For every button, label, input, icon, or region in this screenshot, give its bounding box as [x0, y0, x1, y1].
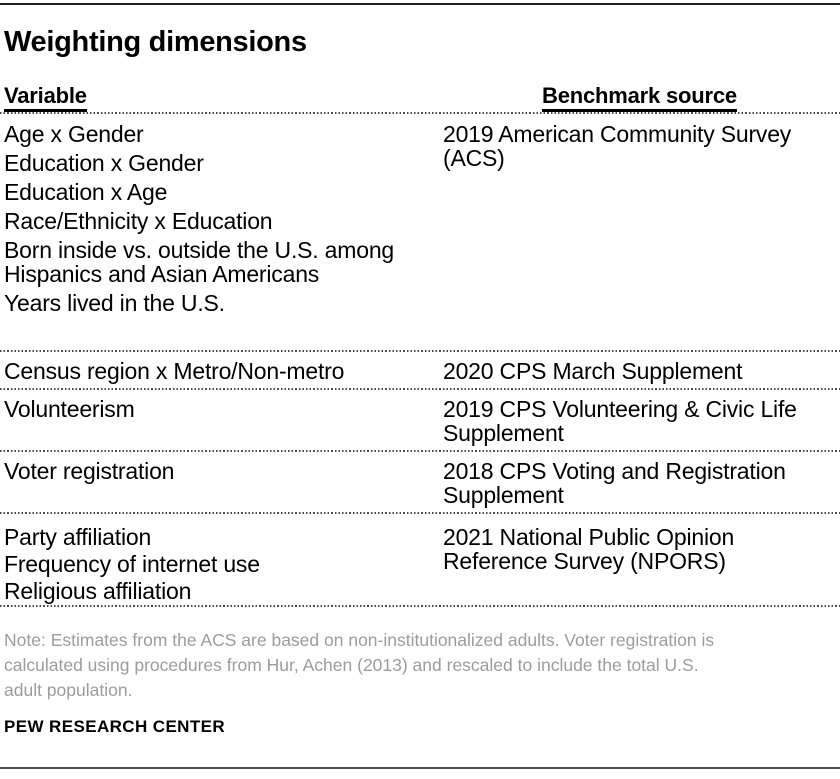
variable-item: Education x Gender [4, 150, 204, 176]
dotted-separator [0, 605, 840, 607]
table-row: Party affiliation Frequency of internet … [0, 514, 840, 605]
variable-item: Party affiliation [4, 524, 152, 550]
variable-cell: Voter registration [4, 459, 443, 507]
variable-cell: Age x Gender Education x Gender Educatio… [4, 122, 443, 315]
pew-research-center-label: PEW RESEARCH CENTER [4, 717, 226, 736]
variable-cell: Census region x Metro/Non-metro [4, 359, 443, 383]
table-row: Age x Gender Education x Gender Educatio… [0, 114, 840, 350]
variable-cell: Party affiliation Frequency of internet … [4, 525, 443, 603]
weighting-dimensions-figure: Weighting dimensions Variable Benchmark … [0, 3, 840, 769]
variable-item: Age x Gender [4, 121, 144, 147]
dotted-separator [0, 388, 840, 390]
variable-cell: Volunteerism [4, 397, 443, 445]
benchmark-source-cell: 2019 American Community Survey (ACS) [443, 121, 792, 171]
variable-item: Volunteerism [4, 396, 135, 422]
figure-title: Weighting dimensions [4, 26, 307, 58]
variable-item: Born inside vs. outside the U.S. among H… [4, 237, 395, 287]
table-row: Census region x Metro/Non-metro 2020 CPS… [0, 352, 840, 388]
note-text: Note: Estimates from the ACS are based o… [4, 630, 715, 700]
variable-item: Education x Age [4, 179, 168, 205]
variable-item: Frequency of internet use [4, 551, 260, 577]
variable-item: Race/Ethnicity x Education [4, 208, 273, 234]
benchmark-source-cell: 2019 CPS Volunteering & Civic Life Suppl… [443, 396, 797, 446]
variable-item: Voter registration [4, 458, 175, 484]
column-header-variable-cell: Variable [4, 85, 443, 112]
variable-item: Religious affiliation [4, 578, 192, 604]
bottom-rule [0, 767, 840, 769]
column-header-benchmark-source: Benchmark source [542, 85, 737, 112]
table-header-row: Variable Benchmark source [0, 85, 840, 112]
dotted-separator [0, 112, 840, 114]
dotted-separator [0, 512, 840, 514]
benchmark-source-cell: 2018 CPS Voting and Registration Supplem… [443, 458, 786, 508]
column-header-benchmark-source-cell: Benchmark source [443, 85, 836, 112]
dotted-separator [0, 350, 840, 352]
table-row: Voter registration 2018 CPS Voting and R… [0, 452, 840, 512]
dotted-separator [0, 450, 840, 452]
benchmark-source-cell: 2020 CPS March Supplement [443, 358, 743, 384]
table-row: Volunteerism 2019 CPS Volunteering & Civ… [0, 390, 840, 450]
variable-item: Years lived in the U.S. [4, 290, 225, 316]
variable-item: Census region x Metro/Non-metro [4, 358, 345, 384]
column-header-variable: Variable [4, 85, 87, 112]
benchmark-source-cell: 2021 National Public Opinion Reference S… [443, 524, 735, 574]
top-rule [0, 3, 840, 5]
